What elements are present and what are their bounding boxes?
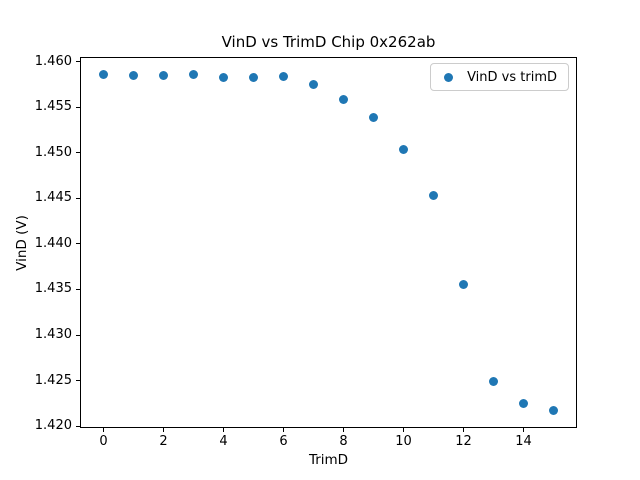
data-point — [429, 191, 438, 201]
x-tick-mark — [283, 428, 284, 432]
legend-label: VinD vs trimD — [467, 69, 557, 85]
x-tick-mark — [103, 428, 104, 432]
x-tick-label: 12 — [455, 434, 472, 449]
y-tick-label: 1.450 — [34, 144, 72, 160]
x-tick-label: 6 — [279, 434, 288, 449]
x-tick-mark — [523, 428, 524, 432]
data-point — [489, 376, 498, 386]
data-point — [369, 112, 378, 122]
y-tick-label: 1.420 — [34, 418, 72, 434]
x-tick-label: 10 — [395, 434, 412, 449]
data-point — [519, 398, 528, 408]
data-point — [159, 70, 168, 80]
chart-title: VinD vs TrimD Chip 0x262ab — [221, 33, 436, 51]
y-tick-mark — [76, 61, 80, 63]
plot-area: VinD vs trimD — [80, 57, 577, 428]
scatter-marker-icon — [444, 72, 454, 82]
x-tick-mark — [463, 428, 464, 432]
y-tick-mark — [76, 106, 80, 108]
x-tick-label: 4 — [219, 434, 228, 449]
x-tick-mark — [163, 428, 164, 432]
x-tick-mark — [223, 428, 224, 432]
legend: VinD vs trimD — [430, 63, 569, 91]
y-tick-label: 1.425 — [34, 372, 72, 388]
x-tick-label: 14 — [515, 434, 532, 449]
data-point — [309, 79, 318, 89]
x-tick-label: 0 — [99, 434, 108, 449]
y-tick-label: 1.460 — [34, 53, 72, 69]
x-tick-mark — [403, 428, 404, 432]
y-tick-mark — [76, 334, 80, 336]
y-tick-mark — [76, 288, 80, 290]
y-tick-label: 1.445 — [34, 190, 72, 206]
data-point — [279, 71, 288, 81]
y-tick-label: 1.430 — [34, 327, 72, 342]
y-tick-mark — [76, 197, 80, 199]
x-axis-label: TrimD — [308, 452, 349, 468]
data-point — [129, 70, 138, 80]
data-point — [339, 95, 348, 105]
y-tick-label: 1.455 — [34, 99, 72, 115]
data-point — [189, 69, 198, 79]
x-tick-mark — [343, 428, 344, 432]
data-point — [249, 72, 258, 82]
y-tick-mark — [76, 380, 80, 381]
y-tick-mark — [76, 425, 80, 427]
data-point — [459, 280, 468, 290]
data-point — [219, 72, 228, 82]
y-tick-label: 1.435 — [34, 281, 72, 297]
data-point — [99, 69, 108, 79]
y-tick-label: 1.440 — [34, 235, 72, 251]
x-tick-label: 8 — [339, 434, 348, 449]
y-tick-mark — [76, 152, 80, 154]
y-tick-mark — [76, 243, 80, 245]
data-point — [549, 406, 558, 416]
data-point — [399, 144, 408, 154]
x-tick-label: 2 — [159, 434, 168, 449]
